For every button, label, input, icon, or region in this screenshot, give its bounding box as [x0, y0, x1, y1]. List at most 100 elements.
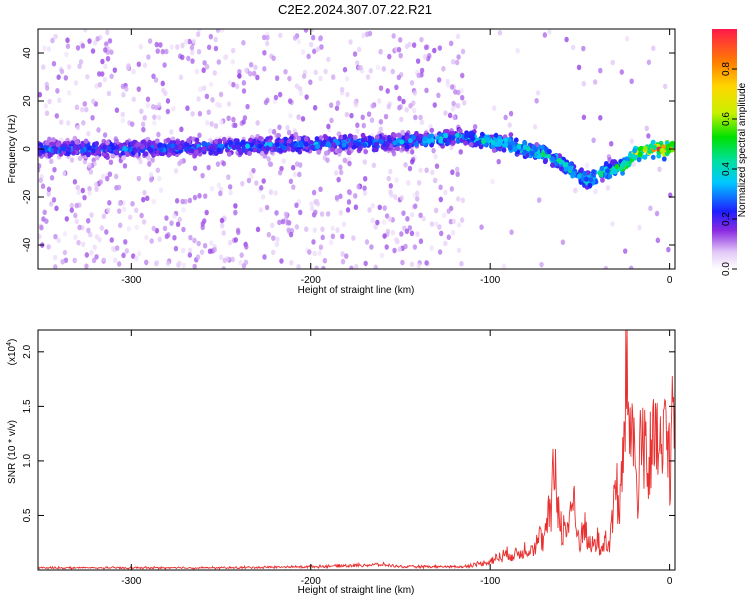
spectral-noise-cell [181, 226, 186, 233]
spectral-noise-cell [197, 110, 203, 117]
spectral-noise-cell [619, 69, 624, 75]
spectral-ridge-cell [90, 148, 96, 154]
spectral-noise-cell [140, 121, 146, 128]
spectral-noise-cell [163, 90, 168, 97]
spectral-noise-cell [419, 67, 425, 74]
spectral-noise-cell [394, 177, 399, 183]
spectral-noise-cell [91, 257, 97, 264]
spectral-noise-cell [424, 167, 429, 174]
spectral-noise-cell [339, 169, 344, 176]
spectral-ridge-cell [314, 136, 320, 142]
spectral-noise-cell [433, 153, 438, 160]
spectral-noise-cell [436, 77, 442, 83]
snr-x-ticks: -300 -200 -100 0 [121, 330, 673, 587]
spectral-ridge-cell [342, 134, 348, 140]
spectral-ridge-cell [293, 131, 299, 138]
spectral-ridge-cell [404, 144, 410, 150]
spectral-noise-cell [144, 259, 149, 266]
spectral-noise-cell [237, 68, 242, 75]
spectral-noise-cell [164, 215, 169, 221]
spectral-noise-cell [598, 67, 603, 74]
spectral-noise-cell [226, 115, 231, 122]
spectral-noise-cell [206, 109, 211, 116]
spectral-ridge-cell [603, 161, 609, 167]
spectral-ridge-cell [490, 139, 496, 146]
spectral-ridge-cell [47, 152, 53, 158]
spectral-ridge-cell [637, 151, 643, 157]
spectral-ridge-cell [323, 135, 329, 141]
spectral-noise-cell [79, 106, 85, 113]
spectral-noise-cell [584, 162, 590, 169]
spectral-noise-cell [150, 104, 156, 110]
spectral-noise-cell [310, 205, 315, 212]
spectral-noise-cell [409, 261, 415, 268]
spectral-noise-cell [605, 185, 611, 191]
y-tick-label: -20 [22, 189, 33, 204]
spectral-noise-cell [233, 122, 238, 129]
spectral-noise-cell [403, 243, 408, 250]
spectral-noise-cell [267, 161, 273, 167]
spectral-noise-cell [248, 61, 254, 68]
colorbar-ticks: 0.0 0.2 0.4 0.6 0.8 [721, 62, 737, 276]
spectral-noise-cell [117, 200, 123, 207]
spectral-ridge-cell [567, 165, 573, 171]
spectral-ridge-cell [94, 140, 100, 147]
spectral-noise-cell [253, 64, 258, 71]
spectral-ridge-cell [451, 139, 456, 145]
spectral-noise-cell [300, 49, 306, 55]
spectral-noise-cell [312, 48, 317, 55]
spectral-noise-cell [455, 166, 460, 173]
spectral-ridge-cell [125, 151, 130, 158]
spectral-noise-cell [267, 128, 273, 134]
spectral-noise-cell [637, 224, 642, 231]
spectral-noise-cell [101, 173, 106, 180]
spectral-ridge-cell [422, 136, 428, 142]
spectral-ridge-cell [414, 130, 419, 137]
spectral-noise-cell [371, 162, 377, 169]
spectral-noise-cell [399, 195, 405, 201]
spectral-ridge-cell [167, 151, 172, 158]
spectral-noise-cell [515, 47, 520, 54]
spectral-ridge-cell [373, 141, 379, 147]
spectral-noise-cell [160, 80, 165, 87]
spectral-noise-cell [318, 75, 323, 82]
spectral-noise-cell [418, 212, 423, 219]
spectral-noise-cell [662, 83, 668, 90]
spectral-ridge-cell [455, 138, 461, 144]
spectral-ridge-cell [547, 148, 552, 155]
spectral-ridge-cell [309, 144, 315, 150]
spectral-noise-cell [297, 86, 303, 92]
spectral-noise-cell [227, 80, 232, 86]
snr-panel: -300 -200 -100 0 0.5 1.0 1.5 2.0 Height of str… [6, 329, 676, 596]
spectral-noise-cell [312, 250, 317, 257]
spectral-noise-cell [344, 111, 350, 118]
spectral-noise-cell [165, 98, 171, 104]
spectral-noise-cell [318, 186, 323, 193]
spectral-noise-cell [393, 194, 398, 200]
spectral-noise-cell [355, 128, 360, 134]
spectral-noise-cell [202, 242, 208, 249]
spectral-ridge-cell [357, 141, 362, 147]
spectral-ridge-cell [503, 141, 509, 147]
spectral-noise-cell [165, 260, 171, 267]
spectral-noise-cell [154, 260, 159, 266]
spectral-noise-cell [215, 29, 221, 33]
spectral-ridge-cell [240, 139, 246, 145]
spectral-ridge-cell [325, 141, 331, 147]
spectral-ridge-cell [80, 148, 85, 154]
spectral-noise-cell [437, 224, 442, 230]
spectral-noise-cell [340, 233, 345, 240]
spectral-noise-cell [335, 227, 340, 233]
spectral-ridge-cell [395, 145, 401, 152]
spectral-noise-cell [439, 230, 444, 237]
spectral-noise-cell [646, 59, 652, 66]
spectral-noise-cell [59, 119, 64, 126]
snr-x-label: Height of straight line (km) [298, 585, 415, 596]
spectral-noise-cell [181, 262, 186, 269]
x-tick-label: 0 [667, 275, 673, 286]
spectral-noise-cell [431, 147, 436, 154]
spectral-noise-cell [311, 239, 316, 245]
spectral-noise-cell [81, 241, 86, 248]
spectral-noise-cell [416, 262, 422, 269]
spectral-noise-cell [92, 244, 98, 251]
